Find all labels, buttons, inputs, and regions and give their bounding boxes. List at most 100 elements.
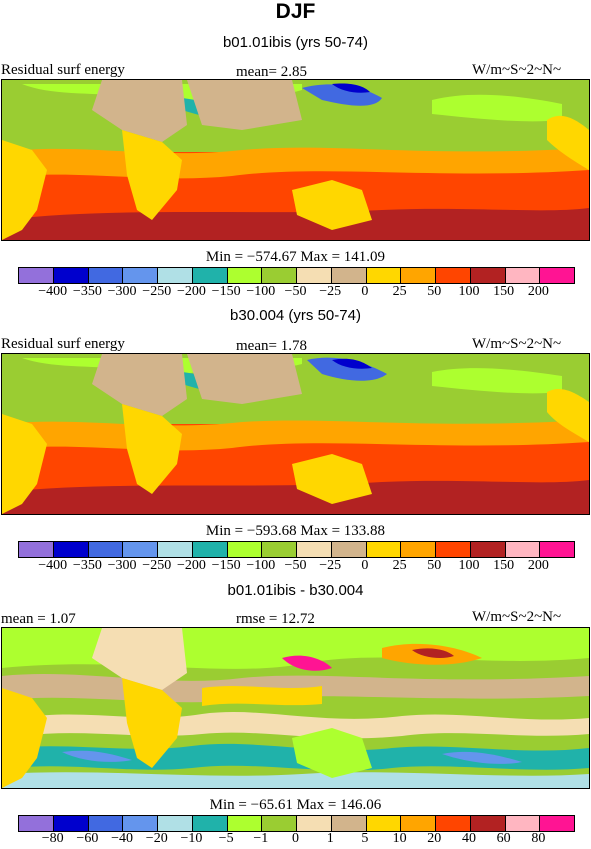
panel1-subtitle: b01.01ibis (yrs 50-74)	[222, 34, 369, 51]
colorbar-tick-label: −400	[38, 558, 68, 573]
colorbar-swatch	[297, 268, 332, 283]
colorbar-swatch	[19, 268, 54, 283]
colorbar-tick-label: −5	[218, 831, 234, 846]
colorbar-tick-label: −25	[319, 284, 342, 299]
panel2-variable-label: Residual surf energy	[1, 336, 125, 352]
colorbar-tick-label: 150	[493, 284, 515, 299]
colorbar-swatch	[297, 816, 332, 831]
colorbar-tick-label: −350	[72, 558, 102, 573]
colorbar-swatch	[470, 816, 506, 831]
colorbar-tick-label: 0	[292, 831, 299, 846]
colorbar-swatch	[505, 542, 541, 557]
colorbar-tick-label: −200	[176, 558, 206, 573]
colorbar-tick-label: 25	[392, 284, 407, 299]
colorbar-swatch	[331, 816, 367, 831]
colorbar-tick-label: 50	[427, 558, 442, 573]
colorbar-tick-label: 0	[361, 558, 369, 573]
colorbar-swatch	[227, 542, 263, 557]
colorbar-swatch	[192, 268, 228, 283]
panel3-rmse-label: rmse = 12.72	[236, 611, 315, 627]
panel2-kuroshio-low	[307, 357, 387, 381]
panel2-minmax: Min = −593.68 Max = 133.88	[205, 523, 386, 539]
colorbar-swatch	[53, 542, 89, 557]
colorbar-tick-label: −150	[211, 558, 241, 573]
colorbar-tick-label: 150	[493, 558, 515, 573]
colorbar-swatch	[505, 268, 541, 283]
colorbar-tick-label: 200	[527, 284, 549, 299]
panel1-mean-label: mean= 2.85	[236, 64, 307, 80]
colorbar-tick-label: −40	[111, 831, 134, 846]
panel3-peak	[282, 655, 332, 671]
colorbar-swatch	[123, 542, 158, 557]
colorbar-tick-label: 1	[326, 831, 334, 846]
colorbar-swatch	[331, 268, 367, 283]
panel1-units-label: W/m~S~2~N~	[472, 62, 562, 78]
colorbar-swatch	[401, 542, 436, 557]
colorbar-tick-label: −50	[284, 558, 307, 573]
panel1-minmax: Min = −574.67 Max = 141.09	[205, 249, 386, 265]
colorbar-tick-label: 5	[361, 831, 369, 846]
panel1-colorbar	[18, 267, 575, 284]
colorbar-tick-label: −100	[246, 284, 276, 299]
panel1-africa-north	[92, 80, 187, 142]
colorbar-tick-label: 100	[458, 284, 480, 299]
colorbar-tick-label: −80	[41, 831, 64, 846]
colorbar-swatch	[470, 542, 506, 557]
colorbar-tick-label: 20	[427, 831, 442, 846]
colorbar-tick-label: −50	[284, 284, 307, 299]
colorbar-swatch	[470, 268, 506, 283]
panel3-map-svg	[2, 628, 589, 788]
colorbar-swatch	[123, 816, 158, 831]
colorbar-swatch	[123, 268, 158, 283]
colorbar-tick-label: −1	[253, 831, 269, 846]
panel2-asia	[187, 354, 302, 404]
panel1-colorbar-ticks: −400 −350 −300 −250 −200 −150 −100 −50 −25 0 25 50 1…	[18, 284, 573, 302]
colorbar-swatch	[53, 816, 89, 831]
panel3-colorbar	[18, 815, 575, 832]
panel2-mean-label: mean= 1.78	[236, 338, 307, 354]
panel3-south-america	[2, 688, 47, 788]
colorbar-swatch	[436, 542, 471, 557]
panel2-colorbar	[18, 541, 575, 558]
colorbar-tick-label: 80	[531, 831, 546, 846]
colorbar-swatch	[262, 542, 297, 557]
panel2-colorbar-ticks: −400 −350 −300 −250 −200 −150 −100 −50 −25 0 25 50 1…	[18, 558, 573, 576]
colorbar-tick-label: −400	[38, 284, 68, 299]
colorbar-tick-label: −100	[246, 558, 276, 573]
colorbar-swatch	[88, 816, 124, 831]
colorbar-swatch	[366, 542, 402, 557]
panel3-mean-label: mean = 1.07	[1, 611, 76, 627]
colorbar-tick-label: 100	[458, 558, 480, 573]
panel3-australia	[292, 728, 372, 778]
panel3-subtitle: b01.01ibis - b30.004	[227, 582, 364, 599]
colorbar-tick-label: 50	[427, 284, 442, 299]
colorbar-tick-label: −250	[142, 284, 172, 299]
colorbar-tick-label: −20	[145, 831, 168, 846]
panel2-africa-south	[122, 404, 182, 494]
panel1-asia	[187, 80, 302, 130]
panel2-australia	[292, 454, 372, 504]
colorbar-tick-label: −350	[72, 284, 102, 299]
colorbar-swatch	[297, 542, 332, 557]
colorbar-tick-label: 0	[361, 284, 369, 299]
colorbar-tick-label: −250	[142, 558, 172, 573]
colorbar-tick-label: −300	[107, 558, 137, 573]
figure-title: DJF	[275, 0, 316, 23]
colorbar-tick-label: 200	[527, 558, 549, 573]
colorbar-swatch	[192, 542, 228, 557]
colorbar-swatch	[158, 816, 193, 831]
panel2-map	[1, 353, 590, 515]
colorbar-swatch	[262, 816, 297, 831]
colorbar-tick-label: 40	[461, 831, 476, 846]
colorbar-swatch	[192, 816, 228, 831]
panel2-map-svg	[2, 354, 589, 514]
panel1-map	[1, 79, 590, 241]
colorbar-swatch	[401, 268, 436, 283]
panel2-africa-north	[92, 354, 187, 416]
colorbar-tick-label: 25	[392, 558, 407, 573]
panel1-south-america	[2, 140, 47, 240]
colorbar-swatch	[88, 542, 124, 557]
colorbar-swatch	[366, 268, 402, 283]
colorbar-swatch	[262, 268, 297, 283]
colorbar-swatch	[158, 268, 193, 283]
